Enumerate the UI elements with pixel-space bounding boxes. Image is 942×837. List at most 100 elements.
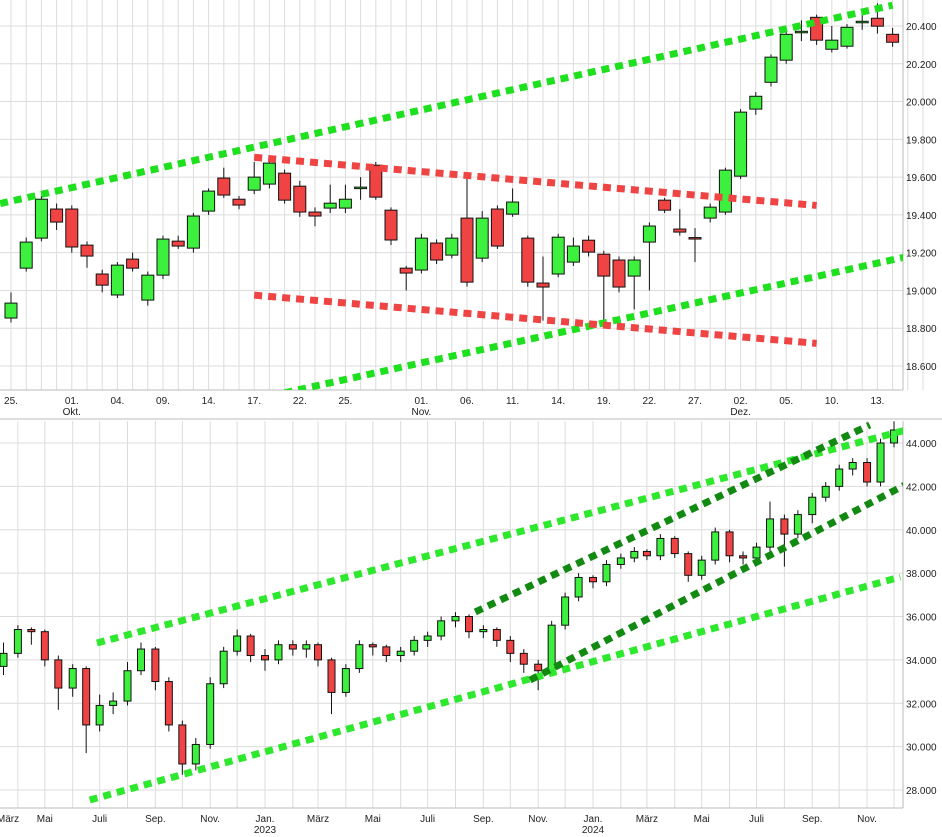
y-tick-label: 19.400 — [906, 211, 937, 222]
x-tick-sublabel: Dez. — [730, 407, 751, 418]
candle-body-down — [582, 239, 596, 253]
candle-body-up — [855, 20, 869, 24]
candle-body-up — [551, 236, 565, 275]
candle-body-up — [445, 237, 459, 256]
candle-body-up — [109, 700, 118, 706]
candle — [123, 662, 132, 706]
x-tick-label: Nov. — [857, 814, 877, 825]
candle-body-up — [354, 186, 368, 190]
candle-body-up — [703, 206, 717, 219]
candle-body-up — [233, 635, 242, 652]
candle — [110, 262, 124, 298]
candle — [519, 649, 528, 673]
candle — [136, 642, 145, 676]
candle — [475, 211, 489, 263]
candle — [217, 167, 231, 198]
y-tick-label: 20.200 — [906, 60, 937, 71]
candle-body-down — [597, 253, 611, 277]
candle — [246, 633, 255, 663]
x-tick-label: 25. — [4, 396, 18, 407]
candle — [697, 555, 706, 580]
candle-body-down — [534, 663, 543, 672]
candle-body-up — [437, 620, 446, 637]
candle — [171, 235, 185, 249]
candle-body-up — [602, 563, 611, 583]
x-tick-label: 19. — [597, 396, 611, 407]
candle — [825, 26, 839, 53]
candle-body-down — [164, 681, 173, 726]
x-tick-sublabel: 2023 — [254, 825, 277, 836]
x-tick-label: Sep. — [802, 814, 823, 825]
candle-body-up — [110, 264, 124, 296]
candle-body-up — [355, 644, 364, 670]
candle — [566, 237, 580, 266]
candle — [219, 646, 228, 689]
y-tick-label: 19.200 — [906, 249, 937, 260]
trendline — [88, 573, 902, 804]
candle — [233, 629, 242, 656]
candle — [630, 547, 639, 563]
candle-body-down — [490, 208, 504, 247]
x-tick-sublabel: Okt. — [63, 407, 81, 418]
x-tick-label: 27. — [688, 396, 702, 407]
candle — [95, 694, 104, 732]
candle-body-down — [519, 652, 528, 665]
candle-body-down — [314, 644, 323, 661]
x-tick-label: Jan. — [584, 814, 603, 825]
candle-body-down — [278, 172, 292, 201]
candle — [354, 177, 368, 200]
candle — [673, 209, 687, 236]
candle-body-up — [323, 202, 337, 209]
candle — [302, 640, 311, 658]
candle-body-up — [506, 201, 520, 215]
candle-body-down — [126, 258, 140, 269]
candle-body-up — [219, 650, 228, 685]
candle — [288, 640, 297, 656]
y-tick-label: 36.000 — [906, 613, 937, 624]
candle — [711, 527, 720, 565]
candle-body-up — [749, 95, 763, 110]
candle — [863, 458, 872, 487]
candle — [536, 256, 550, 321]
candle-body-down — [464, 616, 473, 633]
candle-body-down — [588, 576, 597, 583]
candle-body-up — [793, 514, 802, 535]
candle — [80, 241, 94, 268]
y-tick-label: 38.000 — [906, 569, 937, 580]
y-tick-label: 44.000 — [906, 439, 937, 450]
candle-body-down — [288, 644, 297, 650]
candle — [597, 250, 611, 325]
candle — [588, 575, 597, 589]
candle — [725, 529, 734, 563]
x-tick-label: 22. — [293, 396, 307, 407]
candle — [396, 646, 405, 663]
candle-body-up — [616, 557, 625, 565]
candle-body-up — [808, 496, 817, 516]
candle-body-down — [232, 198, 246, 206]
candle-body-up — [566, 245, 580, 263]
candle — [451, 612, 460, 628]
candle — [688, 228, 702, 263]
y-tick-label: 19.600 — [906, 173, 937, 184]
candle — [262, 160, 276, 189]
candle — [109, 692, 118, 715]
candle-body-up — [766, 518, 775, 548]
candle — [521, 235, 535, 287]
candle-body-down — [50, 208, 64, 223]
candle — [27, 627, 36, 645]
candle — [323, 184, 337, 213]
candle-body-down — [80, 244, 94, 257]
candle-body-up — [341, 668, 350, 693]
candle — [670, 536, 679, 558]
candle — [437, 616, 446, 641]
x-tick-label: Juli — [92, 814, 107, 825]
candle — [274, 640, 283, 665]
candle-body-up — [656, 537, 665, 557]
candle-body-up — [630, 550, 639, 559]
candle-body-down — [492, 629, 501, 641]
candle — [50, 203, 64, 230]
candle — [848, 458, 857, 476]
weekly-candlestick-chart: 28.000 30.000 32.000 34.000 36.000 38.000 40.0… — [0, 421, 937, 836]
candle — [338, 184, 352, 213]
candle-body-up — [848, 462, 857, 470]
